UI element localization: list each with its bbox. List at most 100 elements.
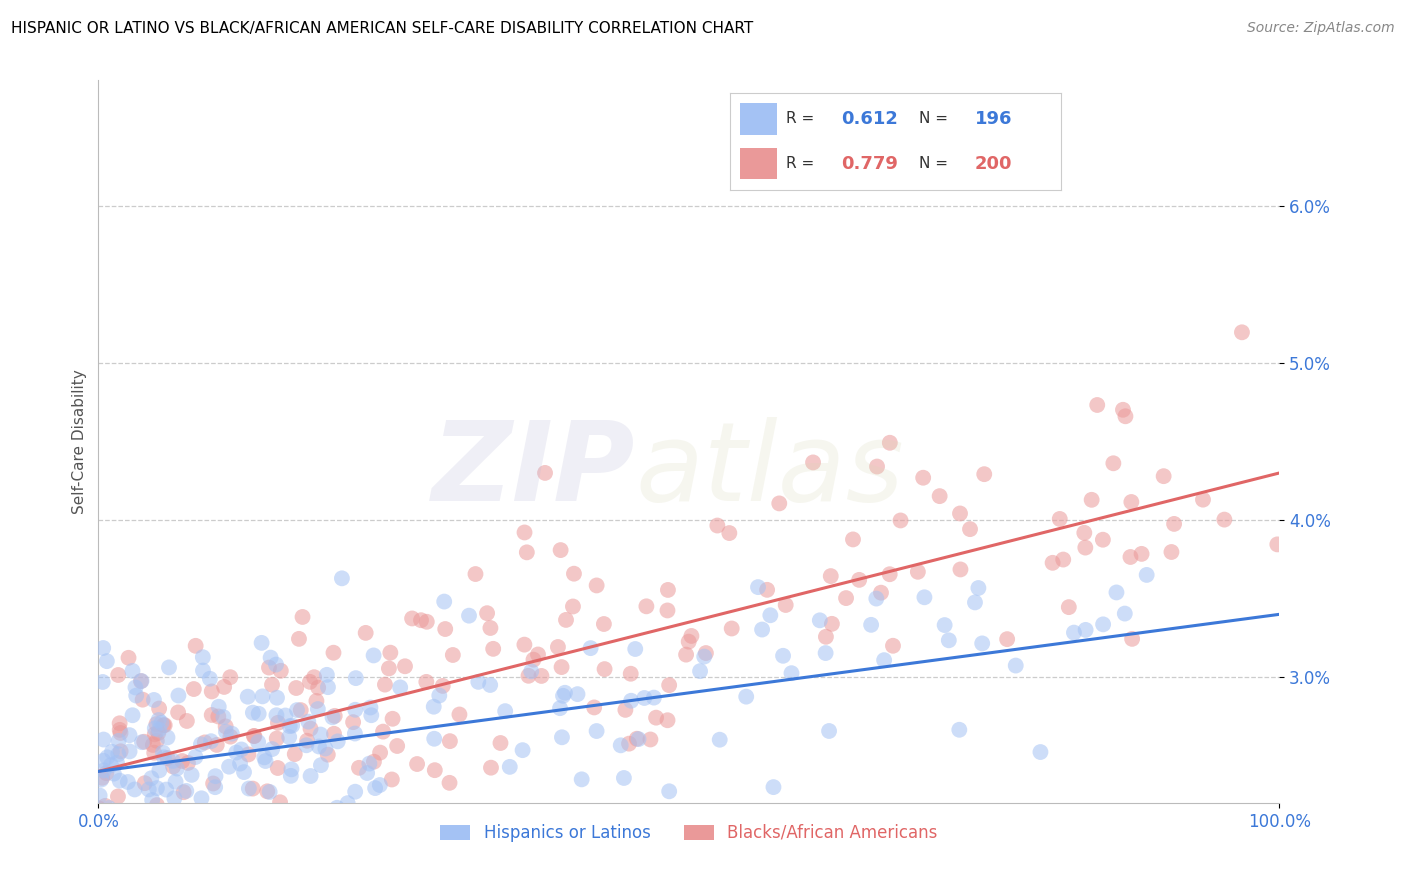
Point: [820, 569, 842, 583]
Point: [162, 759, 184, 773]
Point: [87, 801, 110, 815]
Point: [124, 782, 146, 797]
Point: [439, 734, 461, 748]
Point: [145, 814, 167, 829]
Point: [835, 591, 858, 606]
Point: [156, 751, 179, 765]
Point: [211, 805, 233, 819]
Point: [198, 672, 221, 686]
Point: [307, 702, 329, 716]
Point: [316, 747, 339, 762]
Point: [127, 814, 149, 828]
Point: [89, 858, 111, 872]
Point: [520, 665, 543, 679]
Point: [264, 657, 287, 672]
Point: [636, 599, 658, 614]
Point: [204, 780, 226, 794]
Point: [278, 730, 301, 744]
Point: [302, 670, 325, 684]
Point: [190, 737, 212, 751]
Point: [1074, 541, 1097, 555]
Point: [298, 674, 321, 689]
Point: [482, 641, 505, 656]
Point: [465, 842, 488, 856]
Point: [280, 769, 302, 783]
Point: [1130, 547, 1153, 561]
Point: [554, 686, 576, 700]
Point: [323, 709, 346, 723]
Point: [801, 455, 824, 469]
Point: [374, 677, 396, 691]
Point: [517, 669, 540, 683]
Point: [107, 747, 129, 761]
Point: [134, 776, 156, 790]
Point: [995, 632, 1018, 647]
Point: [643, 690, 665, 705]
Point: [1073, 525, 1095, 540]
Point: [593, 662, 616, 676]
Point: [319, 810, 342, 824]
Point: [299, 722, 322, 736]
Point: [1102, 456, 1125, 470]
Point: [681, 629, 703, 643]
Point: [257, 660, 280, 674]
Point: [96, 750, 118, 764]
Point: [718, 526, 741, 541]
Point: [143, 693, 166, 707]
Point: [555, 613, 578, 627]
Point: [176, 714, 198, 728]
Point: [772, 648, 794, 663]
Point: [344, 785, 367, 799]
Point: [948, 723, 970, 737]
Point: [513, 525, 536, 540]
Point: [243, 729, 266, 743]
Point: [238, 747, 260, 762]
Point: [512, 743, 534, 757]
Point: [593, 617, 616, 632]
Point: [344, 703, 367, 717]
Point: [1042, 556, 1064, 570]
Point: [814, 646, 837, 660]
Point: [201, 684, 224, 698]
Point: [157, 660, 180, 674]
Point: [152, 746, 174, 760]
Point: [295, 739, 318, 753]
Point: [359, 700, 381, 714]
Point: [143, 722, 166, 736]
Point: [627, 732, 650, 747]
Point: [381, 772, 404, 787]
Point: [938, 633, 960, 648]
Point: [550, 543, 572, 558]
Point: [146, 798, 169, 813]
Point: [281, 718, 304, 732]
Point: [288, 632, 311, 646]
Point: [759, 608, 782, 623]
Point: [475, 606, 498, 620]
Point: [378, 661, 401, 675]
Legend: Hispanics or Latinos, Blacks/African Americans: Hispanics or Latinos, Blacks/African Ame…: [433, 817, 945, 848]
Point: [371, 724, 394, 739]
Point: [624, 642, 647, 657]
Point: [747, 580, 769, 594]
Point: [148, 701, 170, 715]
Point: [266, 731, 288, 746]
Point: [93, 831, 115, 846]
Point: [513, 638, 536, 652]
Point: [259, 785, 281, 799]
Point: [848, 573, 870, 587]
Text: atlas: atlas: [636, 417, 904, 524]
Point: [657, 582, 679, 597]
Point: [148, 726, 170, 740]
Point: [290, 703, 312, 717]
Point: [323, 727, 346, 741]
Point: [336, 840, 359, 855]
Point: [96, 654, 118, 668]
Point: [1063, 625, 1085, 640]
Point: [129, 674, 152, 689]
Point: [356, 766, 378, 780]
Point: [141, 771, 163, 785]
Point: [247, 706, 270, 721]
Point: [441, 648, 464, 662]
Point: [208, 699, 231, 714]
Point: [695, 646, 717, 660]
